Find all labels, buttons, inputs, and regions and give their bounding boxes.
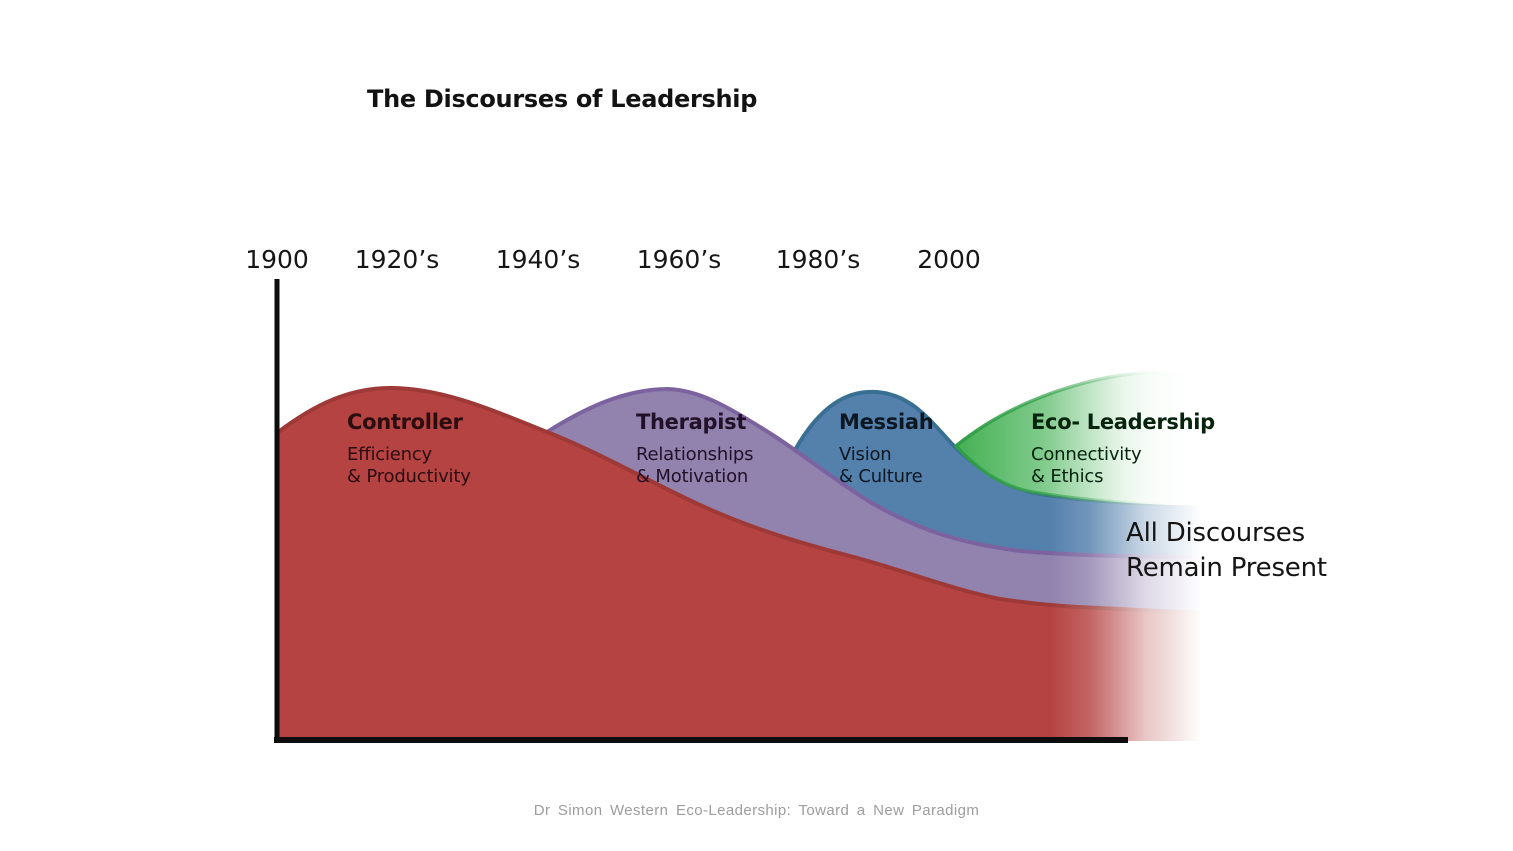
controller-label: Controller Efficiency & Productivity bbox=[347, 410, 471, 488]
therapist-name: Therapist bbox=[636, 410, 747, 434]
source-caption: Dr Simon Western Eco-Leadership: Toward … bbox=[533, 802, 980, 819]
annotation-line-2: Remain Present bbox=[1126, 553, 1327, 583]
controller-sub-1: Efficiency bbox=[347, 444, 432, 465]
controller-name: Controller bbox=[347, 410, 463, 434]
annotation-line-1: All Discourses bbox=[1126, 518, 1305, 548]
all-discourses-annotation: All Discourses Remain Present bbox=[1126, 516, 1327, 586]
tick-1900: 1900 bbox=[245, 245, 309, 274]
messiah-name: Messiah bbox=[839, 410, 934, 434]
therapist-label: Therapist Relationships & Motivation bbox=[636, 410, 753, 488]
tick-1980s: 1980’s bbox=[775, 245, 861, 274]
tick-1920s: 1920’s bbox=[354, 245, 440, 274]
controller-wave bbox=[277, 388, 1200, 741]
tick-1940s: 1940’s bbox=[495, 245, 581, 274]
chart-title: The Discourses of Leadership bbox=[367, 85, 758, 113]
tick-2000: 2000 bbox=[917, 245, 981, 274]
tick-1960s: 1960’s bbox=[636, 245, 722, 274]
messiah-label: Messiah Vision & Culture bbox=[839, 410, 934, 488]
eco-leadership-label: Eco- Leadership Connectivity & Ethics bbox=[1031, 410, 1215, 488]
white-right-margin bbox=[1205, 0, 1513, 851]
therapist-sub-2: & Motivation bbox=[636, 466, 749, 487]
messiah-sub-2: & Culture bbox=[839, 466, 923, 487]
messiah-sub-1: Vision bbox=[839, 444, 892, 465]
controller-sub-2: & Productivity bbox=[347, 466, 471, 487]
eco-leadership-sub-2: & Ethics bbox=[1031, 466, 1104, 487]
eco-leadership-sub-1: Connectivity bbox=[1031, 444, 1142, 465]
fade-to-white-overlay bbox=[1050, 0, 1210, 851]
therapist-wave-edge bbox=[478, 386, 1202, 559]
eco-leadership-name: Eco- Leadership bbox=[1031, 410, 1215, 434]
therapist-sub-1: Relationships bbox=[636, 444, 754, 465]
